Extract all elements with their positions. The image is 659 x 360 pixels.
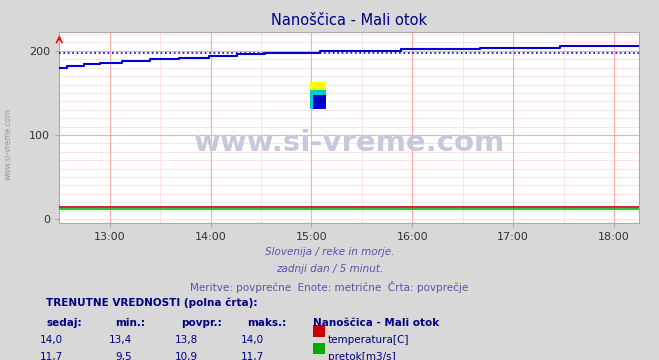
Text: 14,0: 14,0 — [40, 335, 63, 345]
Text: Slovenija / reke in morje.: Slovenija / reke in morje. — [265, 247, 394, 257]
Text: maks.:: maks.: — [247, 318, 287, 328]
Text: povpr.:: povpr.: — [181, 318, 222, 328]
Text: Meritve: povprečne  Enote: metrične  Črta: povprečje: Meritve: povprečne Enote: metrične Črta:… — [190, 281, 469, 293]
Text: 13,4: 13,4 — [109, 335, 132, 345]
Title: Nanoščica - Mali otok: Nanoščica - Mali otok — [272, 13, 427, 28]
Bar — [310, 82, 326, 109]
Text: www.si-vreme.com: www.si-vreme.com — [194, 129, 505, 157]
Bar — [313, 325, 325, 337]
Text: min.:: min.: — [115, 318, 146, 328]
Text: 10,9: 10,9 — [175, 352, 198, 360]
Text: Nanoščica - Mali otok: Nanoščica - Mali otok — [313, 318, 440, 328]
Text: 11,7: 11,7 — [40, 352, 63, 360]
Text: 14,0: 14,0 — [241, 335, 264, 345]
Text: temperatura[C]: temperatura[C] — [328, 335, 409, 345]
Bar — [313, 343, 325, 354]
Text: 13,8: 13,8 — [175, 335, 198, 345]
Bar — [310, 90, 326, 109]
Text: zadnji dan / 5 minut.: zadnji dan / 5 minut. — [276, 264, 383, 274]
Text: 11,7: 11,7 — [241, 352, 264, 360]
Text: pretok[m3/s]: pretok[m3/s] — [328, 352, 395, 360]
Text: www.si-vreme.com: www.si-vreme.com — [3, 108, 13, 180]
Text: sedaj:: sedaj: — [46, 318, 82, 328]
Text: 9,5: 9,5 — [115, 352, 132, 360]
Text: TRENUTNE VREDNOSTI (polna črta):: TRENUTNE VREDNOSTI (polna črta): — [46, 297, 258, 307]
Bar — [313, 95, 326, 109]
